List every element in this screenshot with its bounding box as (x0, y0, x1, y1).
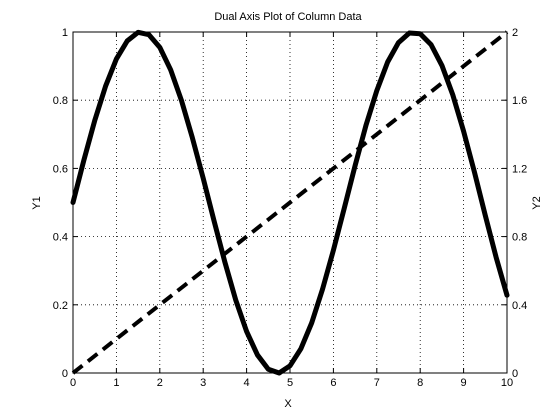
x-tick-label: 1 (113, 377, 119, 389)
x-tick-label: 8 (417, 377, 423, 389)
y2-tick-label: 1.6 (512, 95, 527, 107)
series-y2-line (71, 30, 509, 375)
grid (73, 32, 507, 373)
y1-tick-label: 1 (62, 27, 68, 39)
y1-axis-label: Y1 (31, 196, 43, 209)
x-tick-label: 3 (200, 377, 206, 389)
x-axis-label: X (284, 398, 292, 410)
y2-tick-label: 0.8 (512, 232, 527, 244)
y2-tick-label: 0.4 (512, 300, 527, 312)
y2-axis-label: Y2 (531, 196, 543, 209)
y1-tick-label: 0 (62, 368, 68, 380)
x-tick-label: 0 (70, 377, 76, 389)
x-tick-label: 7 (374, 377, 380, 389)
y1-tick-label: 0.6 (53, 163, 68, 175)
y2-tick-label: 1.2 (512, 163, 527, 175)
x-tick-label: 4 (244, 377, 250, 389)
y2-tick-label: 0 (512, 368, 518, 380)
x-tick-label: 6 (330, 377, 336, 389)
x-tick-label: 10 (501, 377, 513, 389)
chart-title: Dual Axis Plot of Column Data (214, 11, 362, 23)
y1-tick-label: 0.4 (53, 232, 68, 244)
y1-tick-label: 0.8 (53, 95, 68, 107)
x-tick-label: 2 (157, 377, 163, 389)
y2-tick-label: 2 (512, 27, 518, 39)
x-tick-label: 5 (287, 377, 293, 389)
x-tick-label: 9 (461, 377, 467, 389)
plot-area (70, 29, 510, 376)
y1-tick-label: 0.2 (53, 300, 68, 312)
series-y1-line (70, 29, 510, 376)
